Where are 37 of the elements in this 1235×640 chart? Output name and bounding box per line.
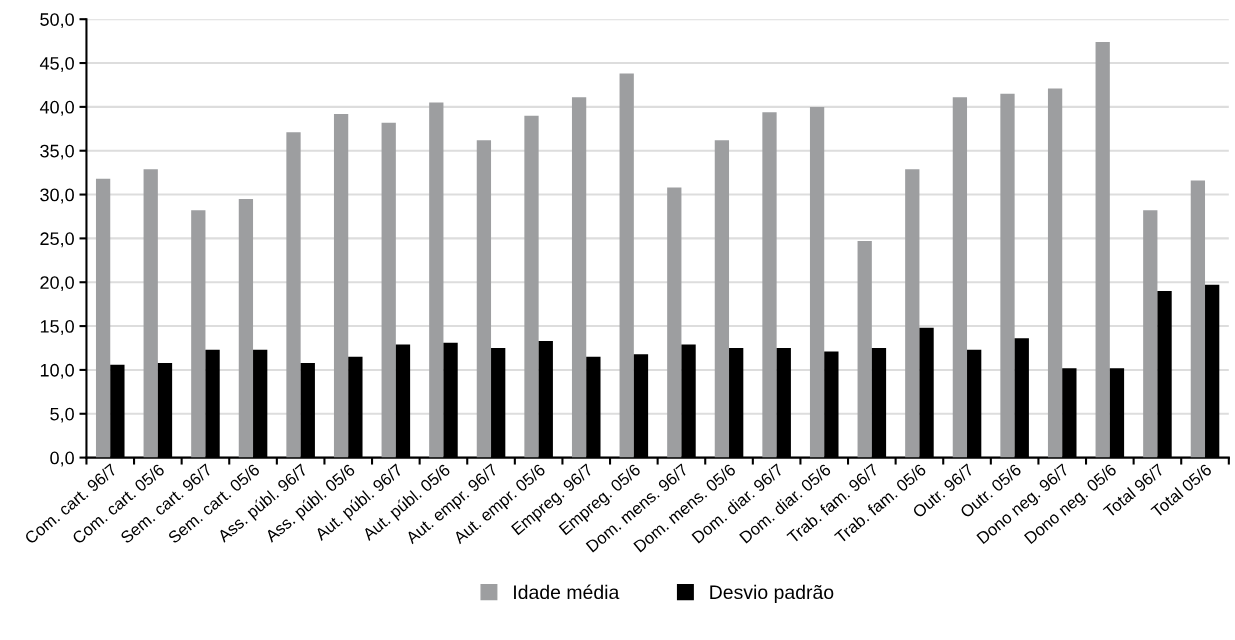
bar <box>619 73 634 458</box>
y-tick-label: 10,0 <box>40 363 74 379</box>
bar <box>143 169 158 458</box>
bar <box>1143 210 1158 458</box>
bar <box>524 115 539 458</box>
bar <box>857 241 872 458</box>
y-tick-label: 5,0 <box>50 407 74 423</box>
bar <box>333 113 349 458</box>
y-tick-label: 45,0 <box>39 56 74 72</box>
y-tick-label: 30,0 <box>40 188 74 204</box>
y-tick-label: 0,0 <box>50 451 74 467</box>
bar <box>381 122 396 458</box>
y-tick-label: 50,0 <box>40 13 74 29</box>
y-tick-label: 25,0 <box>40 232 74 248</box>
bar <box>809 106 825 458</box>
bar <box>476 140 492 458</box>
y-tick-label: 40,0 <box>39 100 74 116</box>
bar <box>571 97 587 458</box>
bar <box>905 169 920 458</box>
bar <box>191 210 206 458</box>
bar <box>95 178 111 458</box>
bar <box>429 102 444 458</box>
bar <box>1000 93 1015 458</box>
bar <box>238 198 254 458</box>
y-tick-label: 35,0 <box>40 144 74 160</box>
bar <box>1095 42 1110 458</box>
bar <box>1047 88 1063 458</box>
y-tick-label: 20,0 <box>40 276 74 292</box>
bar <box>762 112 777 458</box>
legend-label: Desvio padrão <box>710 584 834 603</box>
bar <box>1190 180 1206 458</box>
bar <box>286 132 301 458</box>
bar <box>667 187 682 458</box>
bar <box>952 97 968 458</box>
legend-label: Idade média <box>514 584 620 600</box>
y-tick-label: 15,0 <box>40 320 74 335</box>
bar <box>714 140 730 458</box>
